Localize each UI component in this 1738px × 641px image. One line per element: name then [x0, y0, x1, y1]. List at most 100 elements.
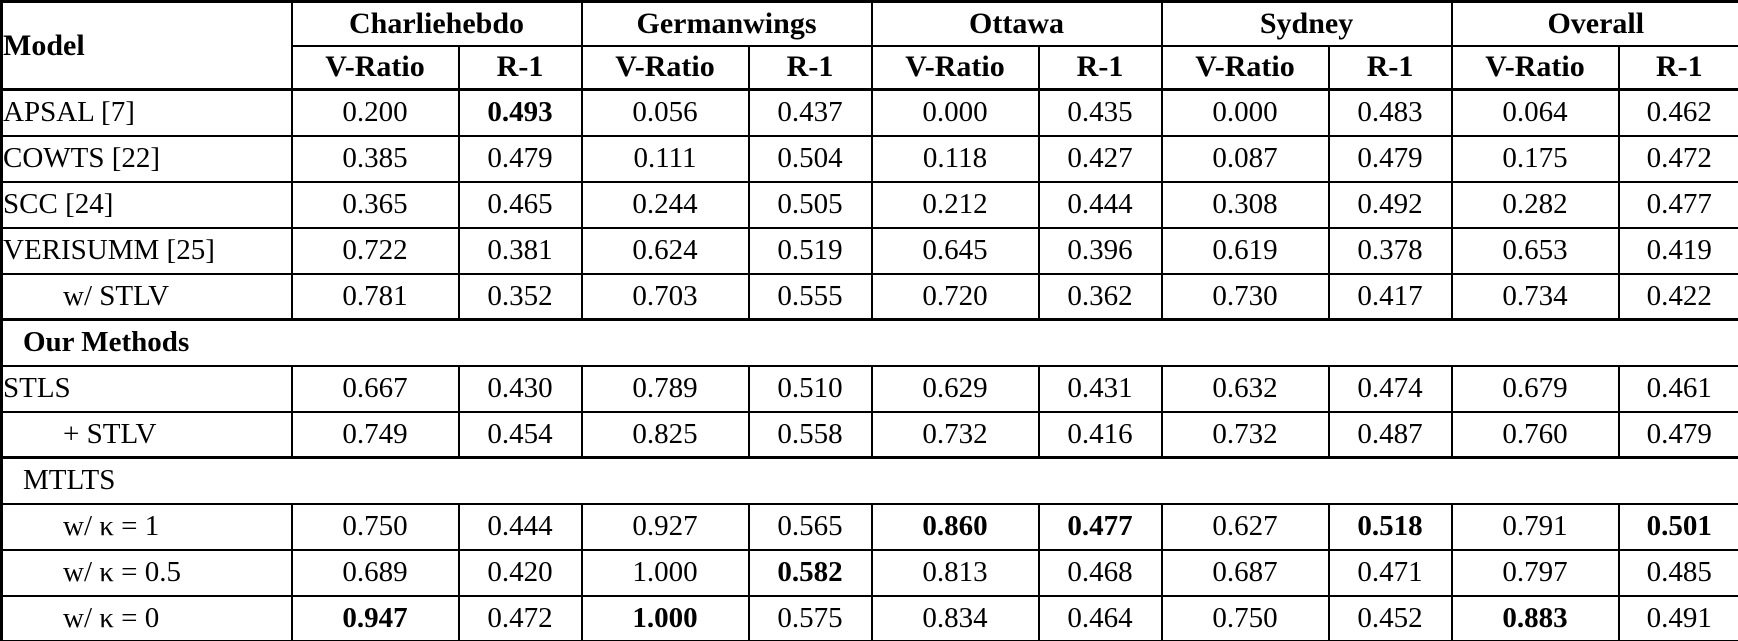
- metric-value-cell: 0.212: [870, 180, 1040, 229]
- subheader-r1-overall: R-1: [1617, 44, 1738, 91]
- metric-value-cell: 0.667: [290, 364, 460, 413]
- metric-value-cell: 0.558: [747, 410, 873, 459]
- group-header-ottawa: Ottawa: [870, 0, 1163, 47]
- metric-value-cell: 0.760: [1450, 410, 1620, 459]
- model-name-cell: w/ κ = 0: [0, 594, 293, 641]
- metric-value-cell: 0.791: [1450, 502, 1620, 551]
- metric-value-cell: 0.483: [1327, 88, 1453, 137]
- group-header-charliehebdo: Charliehebdo: [290, 0, 583, 47]
- metric-value-cell: 0.430: [457, 364, 583, 413]
- table-row: w/ STLV 0.781 0.352 0.703 0.555 0.720 0.362 0.7…: [0, 272, 1738, 321]
- metric-value-cell: 0.860: [870, 502, 1040, 551]
- model-name-cell: STLS: [0, 364, 293, 413]
- metric-value-cell: 0.732: [1160, 410, 1330, 459]
- metric-value-cell: 0.487: [1327, 410, 1453, 459]
- metric-value-cell: 0.750: [290, 502, 460, 551]
- metric-value-cell: 0.175: [1450, 134, 1620, 183]
- metric-value-cell: 0.504: [747, 134, 873, 183]
- model-name-cell: w/ STLV: [0, 272, 293, 321]
- metric-value-cell: 0.472: [457, 594, 583, 641]
- model-name-cell: w/ κ = 1: [0, 502, 293, 551]
- metric-value-cell: 0.493: [457, 88, 583, 137]
- metric-value-cell: 0.362: [1037, 272, 1163, 321]
- metric-value-cell: 0.378: [1327, 226, 1453, 275]
- metric-value-cell: 0.118: [870, 134, 1040, 183]
- metric-value-cell: 0.244: [580, 180, 750, 229]
- metric-value-cell: 0.465: [457, 180, 583, 229]
- metric-value-cell: 0.687: [1160, 548, 1330, 597]
- subheader-r1-sydney: R-1: [1327, 44, 1453, 91]
- subheader-vratio-charliehebdo: V-Ratio: [290, 44, 460, 91]
- table-header: Model Charliehebdo Germanwings Ottawa Sy…: [0, 0, 1738, 91]
- metric-value-cell: 0.056: [580, 88, 750, 137]
- metric-value-cell: 0.485: [1617, 548, 1738, 597]
- table-row: STLS 0.667 0.430 0.789 0.510 0.629 0.431 0.632 0…: [0, 364, 1738, 413]
- metric-value-cell: 0.381: [457, 226, 583, 275]
- group-header-overall: Overall: [1450, 0, 1738, 47]
- metric-value-cell: 0.689: [290, 548, 460, 597]
- metric-value-cell: 0.632: [1160, 364, 1330, 413]
- model-name-cell: VERISUMM [25]: [0, 226, 293, 275]
- subheader-vratio-sydney: V-Ratio: [1160, 44, 1330, 91]
- table-row: COWTS [22] 0.385 0.479 0.111 0.504 0.118 0.427…: [0, 134, 1738, 183]
- subheader-r1-charliehebdo: R-1: [457, 44, 583, 91]
- metric-value-cell: 0.947: [290, 594, 460, 641]
- metric-value-cell: 0.000: [870, 88, 1040, 137]
- metric-value-cell: 0.749: [290, 410, 460, 459]
- model-column-header: Model: [0, 0, 293, 91]
- metric-value-cell: 0.435: [1037, 88, 1163, 137]
- metric-value-cell: 0.734: [1450, 272, 1620, 321]
- metric-value-cell: 0.720: [870, 272, 1040, 321]
- metric-value-cell: 0.492: [1327, 180, 1453, 229]
- metric-value-cell: 0.479: [1617, 410, 1738, 459]
- metric-value-cell: 0.479: [457, 134, 583, 183]
- metric-value-cell: 0.477: [1037, 502, 1163, 551]
- metric-value-cell: 0.813: [870, 548, 1040, 597]
- metric-value-cell: 0.454: [457, 410, 583, 459]
- table-row: w/ κ = 0 0.947 0.472 1.000 0.575 0.834 0.464 0.…: [0, 594, 1738, 641]
- subheader-vratio-germanwings: V-Ratio: [580, 44, 750, 91]
- metric-value-cell: 0.781: [290, 272, 460, 321]
- metric-value-cell: 0.444: [457, 502, 583, 551]
- metric-value-cell: 0.444: [1037, 180, 1163, 229]
- subheader-r1-germanwings: R-1: [747, 44, 873, 91]
- metric-value-cell: 0.653: [1450, 226, 1620, 275]
- metric-value-cell: 0.468: [1037, 548, 1163, 597]
- metric-value-cell: 0.730: [1160, 272, 1330, 321]
- section-row: MTLTS: [0, 456, 1738, 505]
- metric-value-cell: 0.883: [1450, 594, 1620, 641]
- metric-value-cell: 0.834: [870, 594, 1040, 641]
- metric-value-cell: 0.452: [1327, 594, 1453, 641]
- metric-value-cell: 0.927: [580, 502, 750, 551]
- metric-value-cell: 0.437: [747, 88, 873, 137]
- group-header-germanwings: Germanwings: [580, 0, 873, 47]
- metric-value-cell: 0.200: [290, 88, 460, 137]
- metric-value-cell: 0.422: [1617, 272, 1738, 321]
- group-header-sydney: Sydney: [1160, 0, 1453, 47]
- metric-value-cell: 0.797: [1450, 548, 1620, 597]
- metric-value-cell: 0.750: [1160, 594, 1330, 641]
- table-row: w/ κ = 1 0.750 0.444 0.927 0.565 0.860 0.477 0.…: [0, 502, 1738, 551]
- metric-value-cell: 0.703: [580, 272, 750, 321]
- metric-value-cell: 0.064: [1450, 88, 1620, 137]
- metric-value-cell: 0.565: [747, 502, 873, 551]
- metric-value-cell: 0.479: [1327, 134, 1453, 183]
- metric-value-cell: 0.396: [1037, 226, 1163, 275]
- metric-value-cell: 0.501: [1617, 502, 1738, 551]
- metric-value-cell: 0.462: [1617, 88, 1738, 137]
- section-label: MTLTS: [0, 456, 1738, 505]
- metric-value-cell: 0.582: [747, 548, 873, 597]
- metric-value-cell: 0.365: [290, 180, 460, 229]
- table-row: APSAL [7] 0.200 0.493 0.056 0.437 0.000 0.435 0…: [0, 88, 1738, 137]
- metric-value-cell: 0.087: [1160, 134, 1330, 183]
- metric-value-cell: 0.000: [1160, 88, 1330, 137]
- model-name-cell: + STLV: [0, 410, 293, 459]
- metric-value-cell: 0.416: [1037, 410, 1163, 459]
- metric-value-cell: 0.471: [1327, 548, 1453, 597]
- metric-value-cell: 0.518: [1327, 502, 1453, 551]
- table-row: + STLV 0.749 0.454 0.825 0.558 0.732 0.416 0.73…: [0, 410, 1738, 459]
- model-name-cell: SCC [24]: [0, 180, 293, 229]
- metric-value-cell: 1.000: [580, 548, 750, 597]
- metric-value-cell: 0.619: [1160, 226, 1330, 275]
- metric-value-cell: 0.431: [1037, 364, 1163, 413]
